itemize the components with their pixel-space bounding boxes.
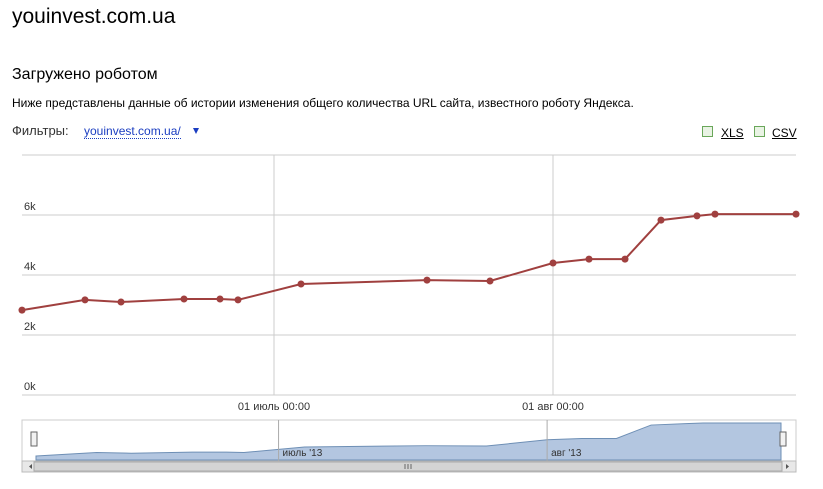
data-point [234, 296, 242, 304]
data-point [297, 280, 305, 288]
export-xls[interactable]: XLS [721, 126, 744, 140]
navigator-handle[interactable] [779, 431, 787, 447]
data-point [81, 296, 89, 304]
y-tick-label: 6k [24, 201, 36, 213]
navigator-handle[interactable] [30, 431, 38, 447]
data-point [792, 210, 800, 218]
description: Ниже представлены данные об истории изме… [12, 96, 634, 110]
data-point [117, 298, 125, 306]
filter-link[interactable]: youinvest.com.ua/ [84, 124, 181, 139]
scroll-right[interactable] [786, 464, 789, 469]
xls-icon[interactable] [702, 126, 713, 137]
section-heading: Загружено роботом [12, 66, 158, 83]
y-tick-label: 0k [24, 381, 36, 393]
data-point [423, 276, 431, 284]
data-point [657, 216, 665, 224]
csv-icon[interactable] [754, 126, 765, 137]
data-point [180, 295, 188, 303]
filters-label: Фильтры: [12, 123, 69, 138]
scroll-left[interactable] [29, 464, 32, 469]
data-point [486, 277, 494, 285]
data-point [18, 306, 26, 314]
dropdown-arrow[interactable] [193, 128, 199, 134]
y-tick-label: 2k [24, 321, 36, 333]
data-point [585, 255, 593, 263]
scrollbar-grip [404, 464, 412, 469]
data-point [549, 259, 557, 267]
data-point [711, 210, 719, 218]
y-tick-label: 4k [24, 261, 36, 273]
site-title: youinvest.com.ua [12, 5, 176, 28]
data-line [21, 213, 796, 312]
data-point [693, 212, 701, 220]
x-tick-label: 01 авг 00:00 [522, 401, 584, 413]
x-tick-label: 01 июль 00:00 [238, 401, 310, 413]
export-csv[interactable]: CSV [772, 126, 797, 140]
data-point [621, 255, 629, 263]
navigator-label: июль '13 [283, 448, 323, 459]
navigator-label: авг '13 [551, 448, 582, 459]
data-point [216, 295, 224, 303]
